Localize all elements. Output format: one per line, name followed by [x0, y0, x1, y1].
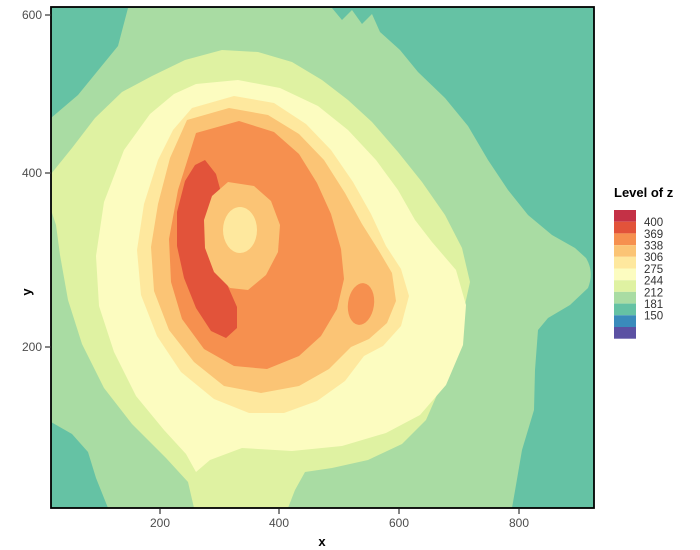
y-tick-label: 400 — [22, 166, 42, 180]
legend-swatch — [614, 221, 636, 234]
legend-title: Level of z — [614, 185, 674, 200]
y-axis: 600 400 200 y — [19, 8, 51, 354]
legend-label: 150 — [644, 311, 663, 323]
legend-label: 306 — [644, 252, 663, 264]
legend-swatch — [614, 315, 636, 327]
y-axis-title: y — [19, 288, 34, 296]
legend-swatch — [614, 268, 636, 281]
legend-label: 400 — [644, 217, 663, 229]
x-axis-title: x — [318, 534, 326, 549]
panel-border — [50, 6, 595, 509]
legend-swatch — [614, 280, 636, 292]
x-tick-label: 600 — [389, 516, 409, 530]
legend-swatch — [614, 327, 636, 339]
y-tick-label: 600 — [22, 8, 42, 22]
x-axis: 200 400 600 800 x — [150, 509, 529, 549]
contour-crater-center-275-306 — [223, 207, 257, 253]
legend-swatch — [614, 233, 636, 246]
legend-swatch — [614, 245, 636, 257]
y-tick-label: 200 — [22, 340, 42, 354]
legend-label: 338 — [644, 241, 663, 253]
legend-swatch — [614, 291, 636, 304]
legend-label: 275 — [644, 264, 663, 276]
legend-label: 244 — [644, 276, 664, 288]
legend-swatch — [614, 256, 636, 269]
legend-label: 212 — [644, 287, 663, 299]
x-tick-label: 200 — [150, 516, 170, 530]
legend: Level of z 400 369 338 306 275 244 212 1… — [614, 185, 674, 339]
x-tick-label: 800 — [509, 516, 529, 530]
legend-swatch — [614, 303, 636, 316]
x-tick-label: 400 — [269, 516, 289, 530]
legend-label: 369 — [644, 229, 663, 241]
legend-label: 181 — [644, 299, 663, 311]
contour-island-338-369 — [347, 283, 375, 325]
contour-panel — [51, 7, 594, 508]
legend-swatch — [614, 210, 636, 222]
